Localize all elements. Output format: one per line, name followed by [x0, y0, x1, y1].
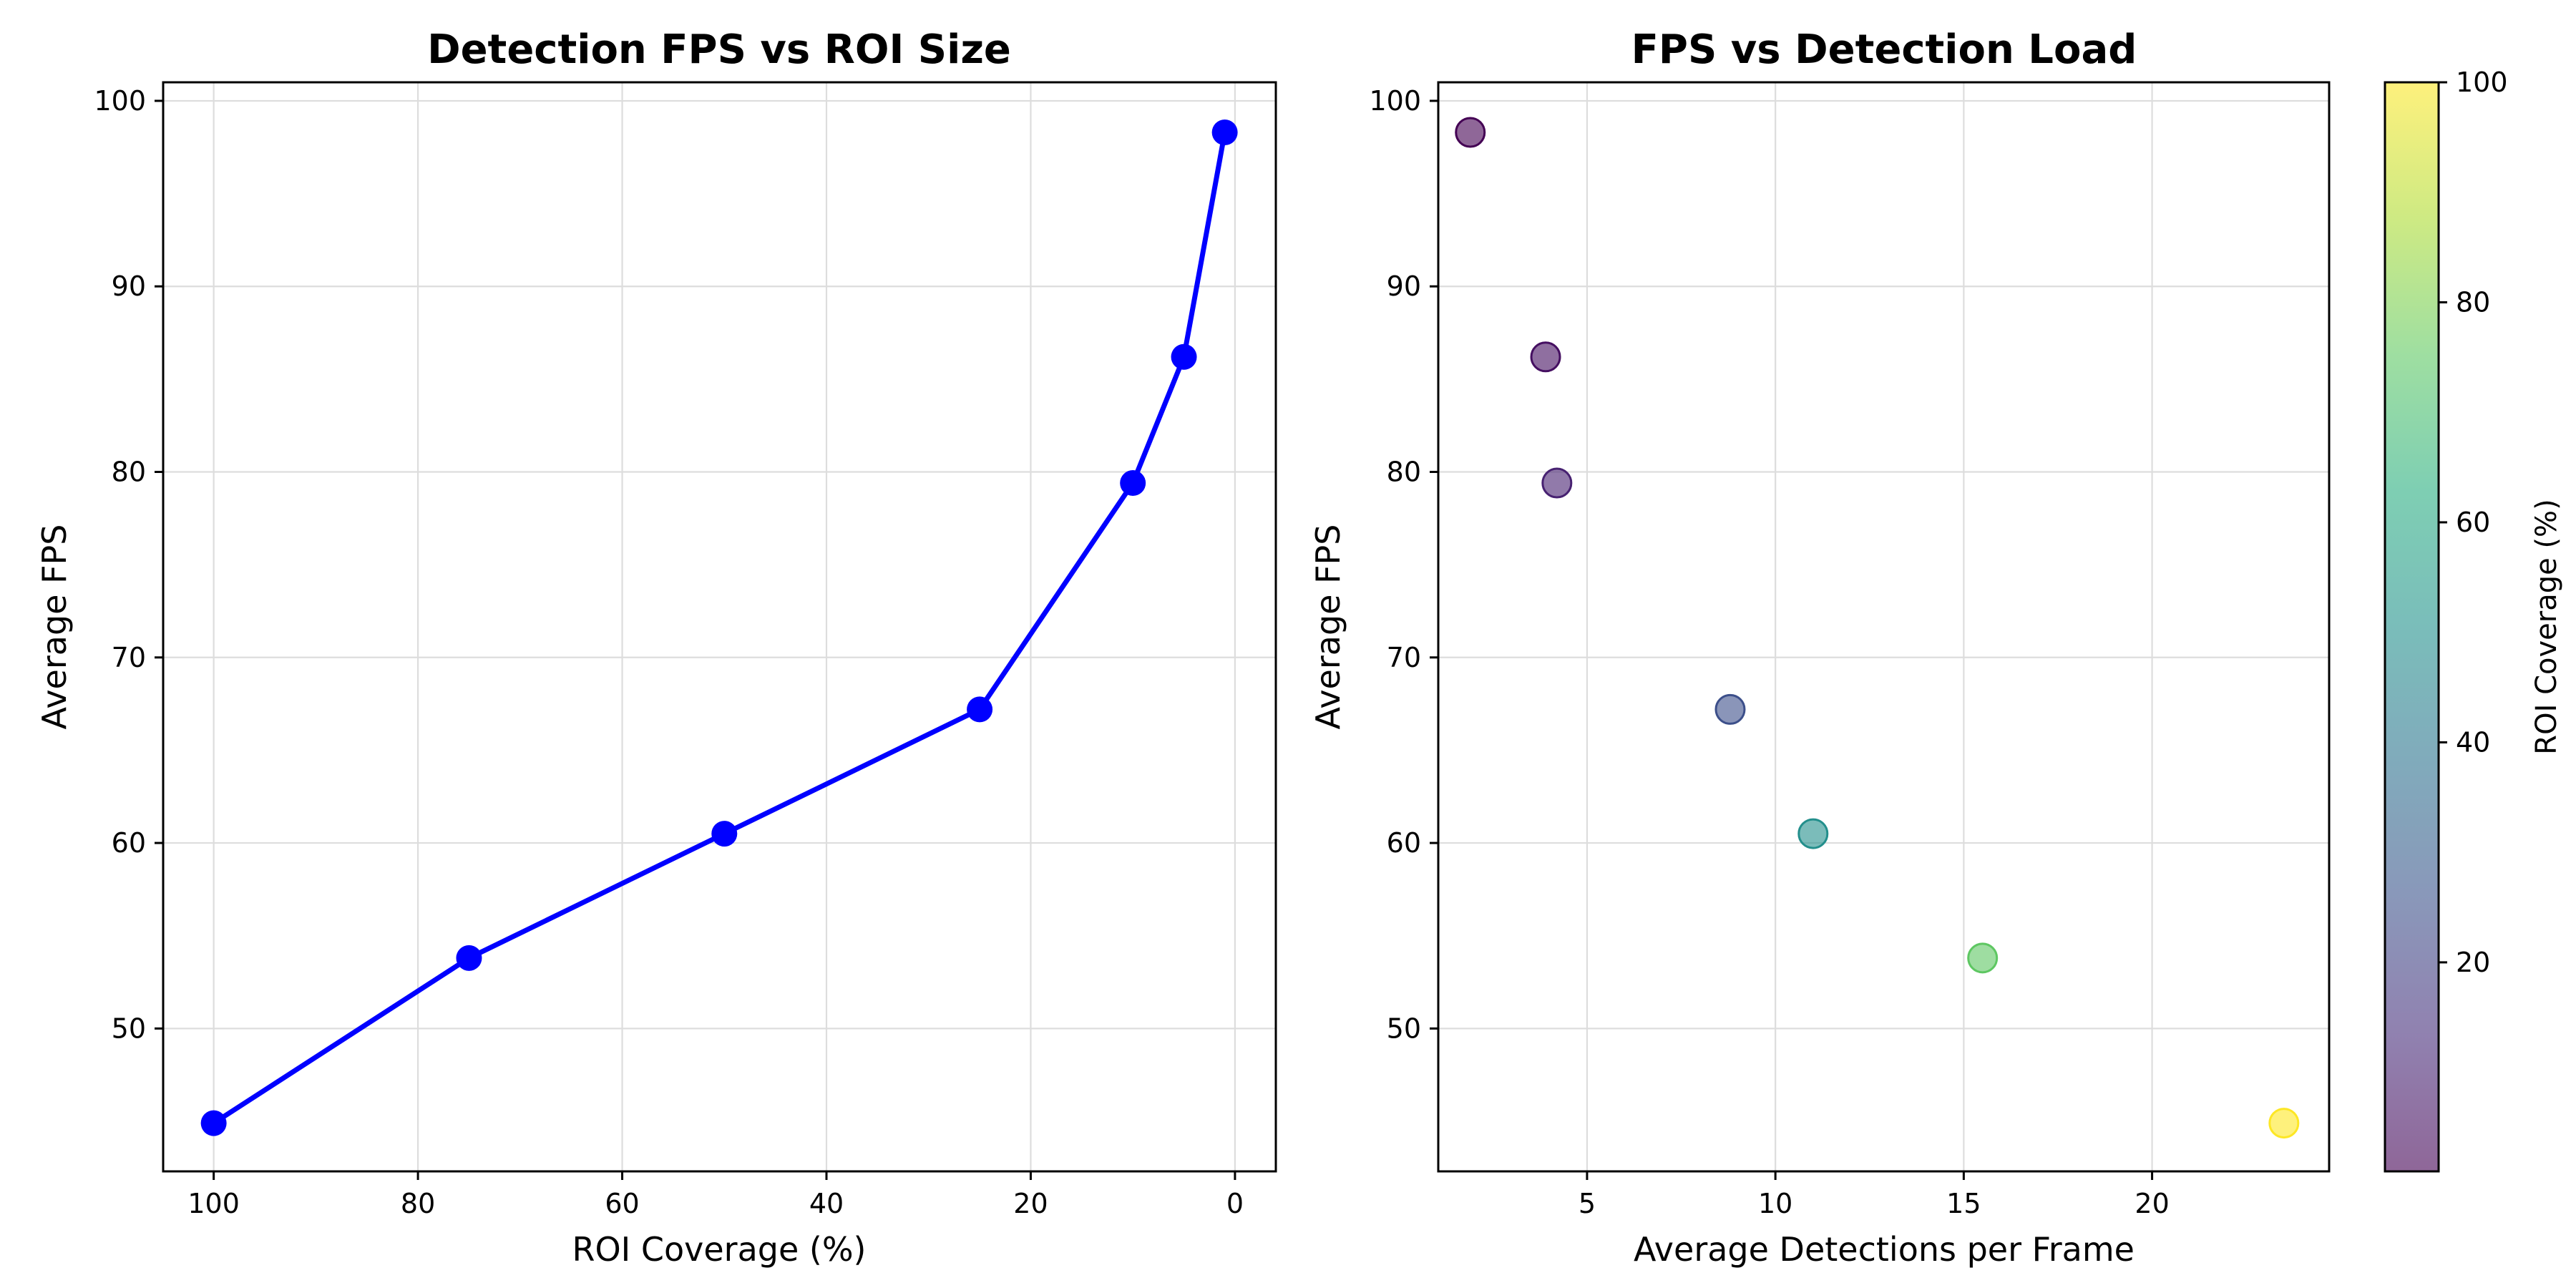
- fps-data-point: [1171, 343, 1197, 370]
- left-y-tick-label: 90: [112, 270, 146, 302]
- fps-vs-load-scatter-chart: FPS vs Detection Load 5 10 15 20 50 60 70 80 90 1…: [1309, 26, 2563, 1269]
- scatter-point: [1530, 341, 1561, 373]
- left-gridlines: [163, 82, 1276, 1171]
- right-y-tick-label: 90: [1387, 270, 1421, 302]
- colorbar-tick-label: 100: [2456, 67, 2508, 98]
- fps-data-point: [1211, 119, 1238, 146]
- left-chart-title: Detection FPS vs ROI Size: [427, 26, 1011, 73]
- colorbar: 20 40 60 80 100 ROI Coverage (%): [2384, 67, 2563, 1173]
- fps-data-point: [967, 696, 993, 723]
- right-x-tick-label: 10: [1758, 1188, 1792, 1219]
- fps-vs-roi-line-chart: Detection FPS vs ROI Size 100 80 60 40 20 0 50…: [35, 26, 1277, 1269]
- left-y-tick-label: 50: [112, 1013, 146, 1044]
- right-y-axis-label: Average FPS: [1309, 525, 1347, 730]
- fps-data-point: [711, 821, 738, 847]
- right-plot-area: [1455, 117, 2300, 1139]
- right-x-tick-label: 20: [2135, 1188, 2169, 1219]
- scatter-point: [1455, 117, 1486, 148]
- right-y-tick-label: 60: [1387, 827, 1421, 859]
- left-y-axis-label: Average FPS: [35, 525, 74, 730]
- left-x-tick-label: 100: [187, 1188, 240, 1219]
- scatter-point: [1967, 942, 1999, 974]
- fps-data-point: [1120, 470, 1146, 497]
- left-plot-area: [200, 119, 1238, 1136]
- right-y-tick-label: 80: [1387, 456, 1421, 487]
- scatter-point: [1797, 818, 1829, 849]
- left-x-tick-label: 80: [401, 1188, 435, 1219]
- right-axes-frame: [1437, 81, 2331, 1173]
- left-y-tick-label: 100: [94, 85, 146, 117]
- left-x-tick-label: 20: [1013, 1188, 1048, 1219]
- scatter-point: [1541, 467, 1573, 499]
- right-x-axis-label: Average Detections per Frame: [1634, 1230, 2135, 1269]
- colorbar-tick-label: 60: [2456, 507, 2490, 538]
- right-y-tick-label: 70: [1387, 642, 1421, 673]
- left-x-tick-label: 60: [605, 1188, 639, 1219]
- right-axis-ticks: 5 10 15 20 50 60 70 80 90 100: [1369, 85, 2169, 1219]
- colorbar-label: ROI Coverage (%): [2530, 499, 2563, 754]
- left-axes-frame: [162, 81, 1277, 1173]
- colorbar-tick-label: 80: [2456, 286, 2490, 318]
- scatter-point: [2268, 1108, 2300, 1139]
- right-y-tick-label: 100: [1369, 85, 1421, 117]
- colorbar-ticks: 20 40 60 80 100: [2439, 67, 2508, 978]
- right-x-tick-label: 15: [1946, 1188, 1981, 1219]
- left-axis-ticks: 100 80 60 40 20 0 50 60 70 80 90 100: [94, 85, 1244, 1219]
- right-chart-title: FPS vs Detection Load: [1631, 26, 2137, 73]
- colorbar-gradient: [2385, 82, 2439, 1171]
- colorbar-tick-label: 40: [2456, 726, 2490, 758]
- left-y-tick-label: 60: [112, 827, 146, 859]
- left-x-tick-label: 0: [1226, 1188, 1244, 1219]
- colorbar-frame: [2384, 81, 2440, 1173]
- right-gridlines: [1438, 82, 2329, 1171]
- right-y-tick-label: 50: [1387, 1013, 1421, 1044]
- fps-series-line: [212, 132, 1228, 1126]
- left-y-tick-label: 70: [112, 642, 146, 673]
- scatter-point: [1714, 693, 1746, 725]
- fps-data-point: [456, 945, 482, 971]
- colorbar-tick-label: 20: [2456, 947, 2490, 978]
- left-x-axis-label: ROI Coverage (%): [572, 1230, 867, 1269]
- left-x-tick-label: 40: [809, 1188, 844, 1219]
- right-x-tick-label: 5: [1579, 1188, 1596, 1219]
- left-y-tick-label: 80: [112, 456, 146, 487]
- fps-data-point: [200, 1110, 227, 1136]
